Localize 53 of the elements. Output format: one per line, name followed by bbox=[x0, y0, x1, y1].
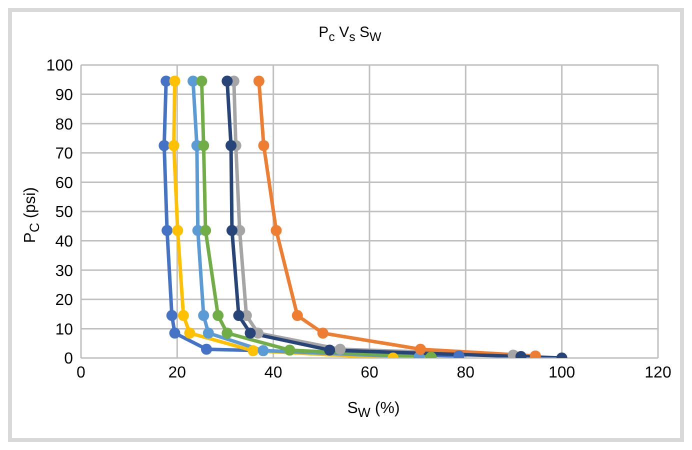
y-tick-label: 70 bbox=[55, 146, 74, 163]
y-tick-label: 30 bbox=[55, 262, 74, 280]
point bbox=[233, 310, 244, 322]
point bbox=[222, 328, 233, 339]
point bbox=[168, 140, 180, 152]
point bbox=[222, 76, 233, 87]
chart-title: P$_{c}$ V$_{s}$ S$_{W}$ bbox=[318, 24, 382, 44]
point bbox=[200, 225, 212, 236]
x-tick-label: 60 bbox=[360, 364, 378, 382]
point bbox=[162, 225, 173, 236]
point bbox=[169, 76, 180, 87]
point bbox=[284, 344, 296, 356]
y-tick-label: 20 bbox=[55, 292, 74, 310]
point bbox=[200, 344, 212, 355]
y-tick-label: 50 bbox=[55, 204, 74, 222]
point bbox=[226, 140, 237, 152]
y-tick-label: 100 bbox=[46, 58, 74, 75]
point bbox=[169, 328, 180, 339]
point bbox=[198, 310, 210, 322]
point bbox=[258, 140, 270, 152]
y-tick-label: 0 bbox=[64, 350, 74, 368]
point bbox=[202, 328, 214, 339]
x-tick-label: 120 bbox=[644, 364, 672, 382]
y-tick-label: 60 bbox=[55, 174, 74, 192]
y-tick-label: 10 bbox=[55, 321, 74, 338]
x-tick-label: 40 bbox=[264, 364, 282, 382]
point bbox=[334, 344, 346, 355]
point bbox=[317, 328, 328, 339]
point bbox=[184, 328, 196, 339]
x-tick-label: 100 bbox=[548, 364, 576, 382]
point bbox=[324, 344, 336, 356]
point bbox=[292, 310, 303, 322]
point bbox=[158, 140, 170, 152]
x-axis-title: S$_{W}$ (%) bbox=[346, 400, 401, 420]
point bbox=[270, 225, 282, 236]
y-tick-label: 40 bbox=[55, 233, 74, 250]
x-tick-label: 20 bbox=[168, 364, 186, 382]
point bbox=[196, 76, 208, 87]
point bbox=[172, 225, 184, 236]
point bbox=[258, 345, 269, 356]
x-tick-label: 0 bbox=[76, 364, 86, 382]
point bbox=[226, 225, 238, 236]
point bbox=[166, 310, 178, 322]
x-tick-label: 80 bbox=[456, 364, 475, 382]
point bbox=[244, 328, 256, 339]
point bbox=[414, 344, 426, 355]
point bbox=[178, 310, 189, 322]
point bbox=[212, 310, 224, 322]
point bbox=[253, 76, 264, 87]
y-tick-label: 90 bbox=[55, 86, 74, 104]
point bbox=[198, 140, 210, 152]
y-tick-label: 80 bbox=[55, 116, 74, 134]
point bbox=[248, 345, 259, 356]
